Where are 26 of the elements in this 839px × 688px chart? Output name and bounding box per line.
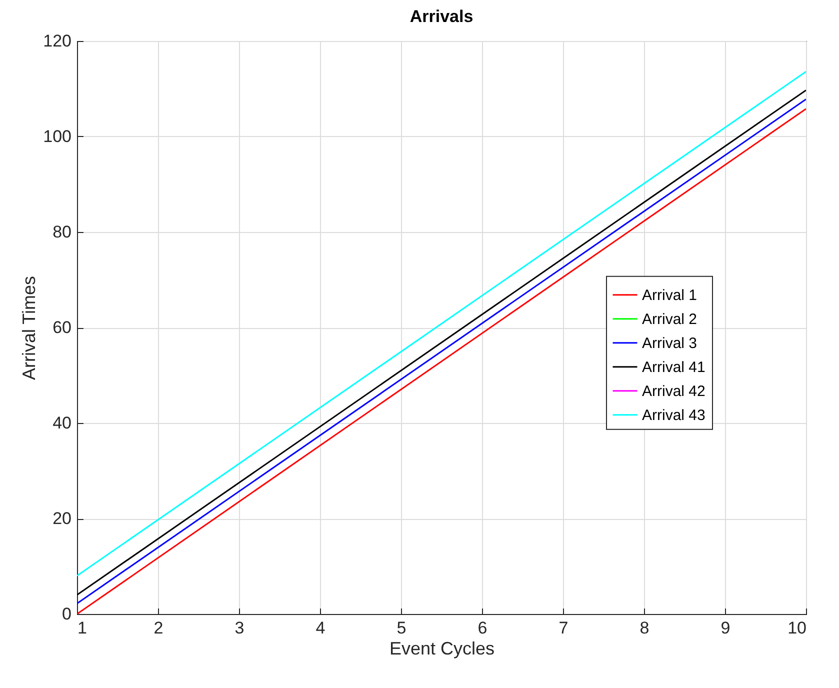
x-tick-label: 3 bbox=[234, 618, 244, 638]
chart-title: Arrivals bbox=[410, 7, 474, 26]
y-tick-label: 40 bbox=[52, 414, 72, 432]
y-tick-label: 120 bbox=[43, 32, 72, 50]
y-axis-title: Arrival Times bbox=[19, 276, 40, 380]
x-axis-title: Event Cycles bbox=[389, 638, 495, 658]
legend-label: Arrival 42 bbox=[642, 382, 706, 400]
x-tick-label: 6 bbox=[478, 618, 488, 638]
legend-label: Arrival 43 bbox=[642, 406, 706, 424]
x-tick-label: 10 bbox=[788, 618, 806, 638]
x-tick-label: 4 bbox=[316, 618, 326, 638]
legend-label: Arrival 41 bbox=[642, 358, 706, 376]
x-tick-label: 1 bbox=[78, 618, 87, 638]
legend-label: Arrival 2 bbox=[642, 310, 698, 328]
legend-label: Arrival 1 bbox=[642, 286, 698, 304]
y-tick-label: 0 bbox=[62, 604, 72, 624]
y-tick-label: 80 bbox=[52, 222, 72, 242]
x-tick-label: 5 bbox=[396, 618, 406, 638]
y-tick-label: 100 bbox=[43, 127, 72, 146]
legend-label: Arrival 3 bbox=[642, 334, 698, 352]
x-tick-label: 8 bbox=[640, 618, 650, 638]
y-tick-label: 60 bbox=[52, 318, 72, 337]
y-tick-label: 20 bbox=[52, 509, 72, 528]
x-tick-label: 7 bbox=[558, 618, 568, 638]
x-tick-label: 9 bbox=[720, 618, 730, 638]
x-tick-label: 2 bbox=[154, 618, 164, 638]
